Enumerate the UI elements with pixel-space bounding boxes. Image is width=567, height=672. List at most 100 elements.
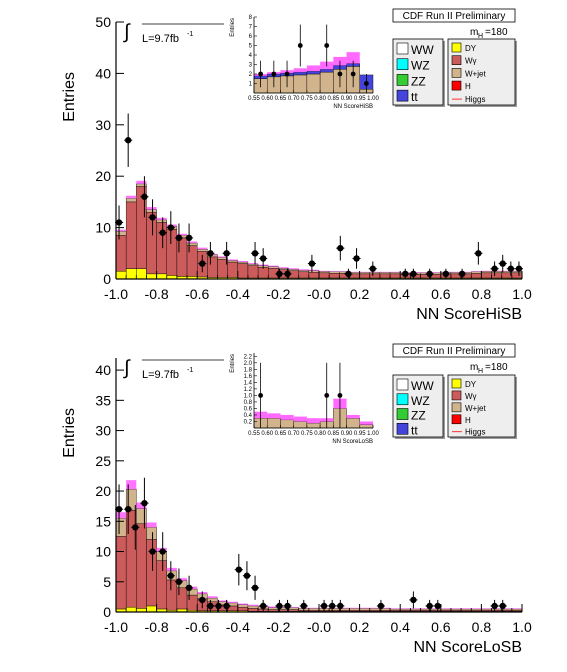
data-point (345, 270, 352, 278)
legend-label: DY (465, 44, 477, 53)
higgs-bin (491, 608, 502, 609)
stack-bin (115, 235, 127, 272)
inset-y-tick-label: 1 (249, 82, 253, 88)
inset-higgs-bin (346, 414, 360, 419)
legend-label: Higgs (465, 428, 485, 437)
inset-x-tick-label: 0.65 (275, 431, 287, 437)
data-point (369, 265, 376, 272)
x-axis-label: NN ScoreHiSB (416, 306, 522, 323)
inset-higgs-bin (306, 65, 321, 72)
stack-bin (501, 608, 513, 611)
stack-bin (237, 263, 249, 279)
lumi-label: L=9.7fb (142, 33, 179, 45)
higgs-bin (217, 256, 228, 258)
higgs-bin (237, 603, 248, 605)
inset-y-tick-label: 0.2 (244, 419, 253, 425)
stack-bin (136, 268, 147, 280)
stack-bin (349, 608, 360, 611)
x-tick-label: 0.8 (472, 286, 492, 302)
stack-bin (115, 536, 127, 610)
x-tick-label: 0.4 (390, 286, 410, 302)
inset-higgs-bin (280, 414, 294, 420)
higgs-bin (511, 608, 522, 609)
inset-y-tick-label: 7 (249, 25, 253, 31)
mass-subscript: H (478, 33, 483, 40)
x-tick-label: -0.6 (185, 619, 209, 635)
data-point (276, 270, 283, 278)
stack-bin (146, 209, 157, 213)
higgs-bin (461, 271, 472, 273)
inset-x-tick-label: 0.75 (301, 431, 313, 437)
higgs-bin (481, 608, 492, 609)
stack-bin (440, 608, 452, 611)
x-tick-label: -0.0 (307, 619, 331, 635)
inset-x-tick-label: 0.55 (248, 431, 260, 437)
inset-data-point (297, 43, 303, 48)
inset-bin (319, 69, 334, 73)
inset-bin (319, 71, 334, 94)
inset-x-tick-label: 0.65 (275, 96, 287, 102)
data-point (159, 548, 166, 555)
x-tick-label: 0.2 (350, 286, 370, 302)
stack-bin (288, 607, 299, 610)
stack-bin (125, 201, 137, 269)
data-point (410, 270, 417, 278)
inset-x-tick-label: 0.75 (301, 96, 313, 102)
legend-swatch (396, 422, 409, 435)
stack-bin (268, 609, 279, 612)
inset-bin (293, 74, 308, 94)
stack-bin (460, 608, 472, 611)
data-point (499, 260, 506, 267)
stack-bin (318, 272, 330, 279)
data-point (251, 584, 259, 592)
legend-swatch (396, 42, 409, 55)
stack-bin (298, 271, 310, 279)
higgs-bin (420, 608, 431, 609)
y-tick-label: 20 (95, 483, 111, 499)
stack-bin (136, 523, 147, 609)
inset-data-point (271, 71, 277, 77)
stack-bin (369, 272, 381, 275)
inset-x-tick-label: 0.85 (327, 431, 339, 437)
y-tick-label: 35 (95, 392, 111, 408)
higgs-bin (227, 259, 238, 261)
inset-plot: 0.55 0.60 0.65 0.70 0.75 0.80 0.85 0.90 0.95 1.00… (230, 353, 379, 445)
stack-bin (247, 608, 259, 612)
stack-bin (308, 272, 320, 279)
header-label: CDF Run II Preliminary (403, 11, 506, 22)
stack-bin (288, 609, 299, 612)
data-point (491, 602, 498, 610)
data-point (259, 255, 267, 262)
stack-bin (176, 237, 188, 277)
legend-label: W+jet (465, 69, 486, 78)
data-point (124, 137, 132, 144)
stack-bin (400, 608, 411, 611)
data-point (320, 602, 328, 610)
stack-bin (379, 273, 391, 279)
data-points (114, 477, 507, 612)
lumi-superscript: -1 (187, 31, 193, 38)
higgs-bin (247, 604, 259, 606)
stack-bin (288, 269, 299, 271)
x-tick-label: -0.4 (226, 286, 250, 302)
data-point (167, 224, 175, 231)
inset-y-tick-label: 2.0 (244, 361, 253, 367)
data-point (475, 250, 482, 257)
higgs-bin (156, 217, 167, 220)
inset-bin (293, 421, 308, 429)
x-axis-label: NN ScoreLoSB (414, 639, 523, 656)
data-point (259, 602, 267, 610)
y-tick-label: 20 (95, 168, 111, 184)
stack-bin (491, 272, 502, 279)
higgs-bin (288, 607, 299, 608)
data-point (159, 229, 166, 236)
inset-higgs-bin (306, 418, 321, 424)
inset-data-point (324, 392, 330, 398)
chart-panel-1: -1.0 -0.8 -0.6 -0.4 -0.2 -0.0 0.2 0.4 0.6 0.8 1.00… (61, 8, 532, 323)
legend-swatch (451, 80, 462, 91)
higgs-bin (329, 271, 340, 272)
y-axis-label: Entries (61, 72, 78, 122)
higgs-bin (126, 480, 137, 490)
